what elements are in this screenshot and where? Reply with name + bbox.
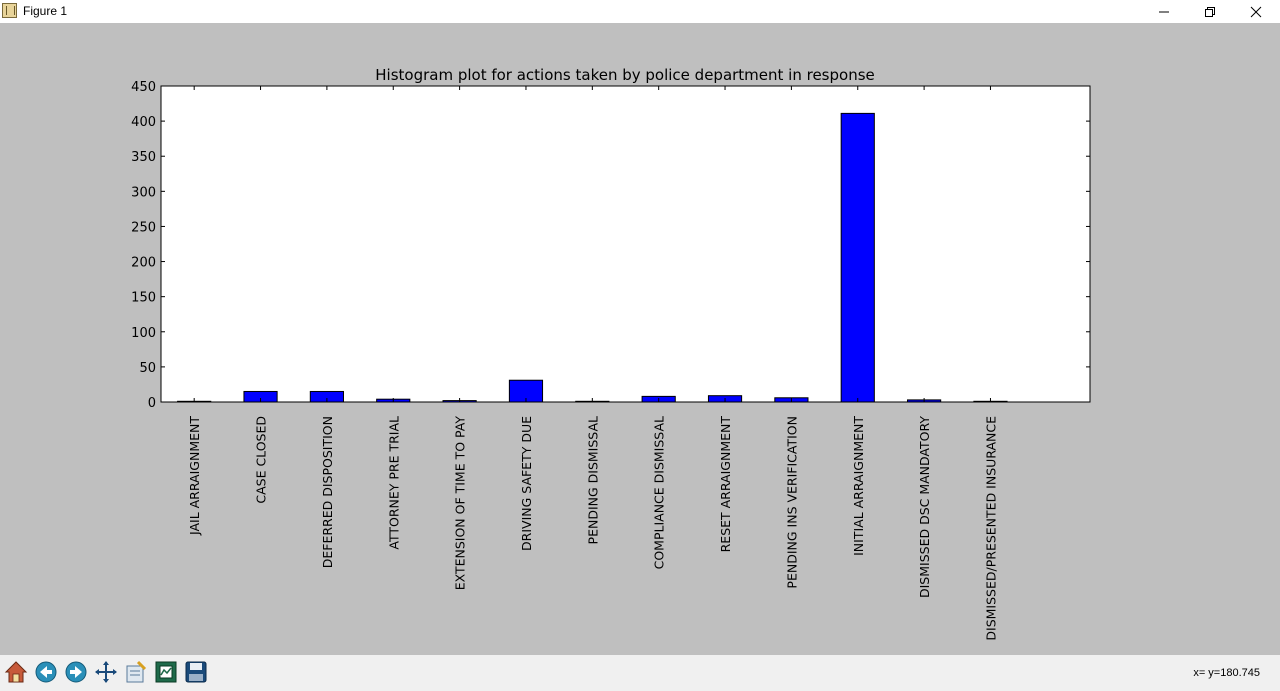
subplots-config-button[interactable] — [122, 658, 150, 686]
save-button[interactable] — [182, 658, 210, 686]
zoom-rect-icon — [155, 661, 177, 683]
y-tick-label: 450 — [131, 80, 156, 95]
x-tick-label: PENDING INS VERIFICATION — [784, 416, 799, 589]
y-tick-label: 100 — [131, 326, 156, 341]
x-tick-label: CASE CLOSED — [254, 416, 269, 504]
zoom-rect-button[interactable] — [152, 658, 180, 686]
window-titlebar: Figure 1 — [0, 0, 1280, 23]
y-tick-label: 150 — [131, 291, 156, 306]
y-tick-label: 0 — [148, 396, 156, 411]
restore-icon — [1205, 6, 1215, 17]
matplotlib-icon — [2, 3, 17, 18]
forward-arrow-icon — [65, 661, 87, 683]
back-arrow-icon — [35, 661, 57, 683]
y-tick-label: 250 — [131, 220, 156, 235]
axes-frame — [160, 85, 1091, 403]
home-icon — [4, 661, 28, 683]
y-tick-label: 400 — [131, 115, 156, 130]
x-tick-label: PENDING DISMISSAL — [585, 416, 600, 544]
minimize-icon — [1159, 11, 1169, 12]
x-tick-label: EXTENSION OF TIME TO PAY — [453, 416, 468, 591]
y-tick-label: 200 — [131, 256, 156, 271]
pan-button[interactable] — [92, 658, 120, 686]
x-tick-label: ATTORNEY PRE TRIAL — [386, 416, 401, 550]
x-tick-label: DRIVING SAFETY DUE — [519, 416, 534, 551]
window-title: Figure 1 — [23, 4, 68, 18]
y-tick-label: 350 — [131, 150, 156, 165]
x-tick-label: JAIL ARRAIGNMENT — [187, 416, 202, 536]
bar-10 — [840, 112, 875, 403]
x-tick-label: COMPLIANCE DISMISSAL — [652, 416, 667, 569]
y-tick-label: 300 — [131, 185, 156, 200]
navigation-toolbar: x= y=180.745 — [0, 655, 1280, 691]
x-tick-label: DISMISSED DSC MANDATORY — [917, 416, 932, 598]
chart-title: Histogram plot for actions taken by poli… — [375, 66, 875, 84]
save-icon — [185, 661, 207, 683]
cursor-coordinates: x= y=180.745 — [1193, 667, 1260, 679]
subplots-config-icon — [126, 660, 147, 683]
minimize-button[interactable] — [1141, 0, 1187, 23]
close-icon — [1250, 6, 1262, 17]
back-button[interactable] — [32, 658, 60, 686]
y-tick-label: 50 — [139, 361, 156, 376]
close-button[interactable] — [1233, 0, 1279, 23]
maximize-button[interactable] — [1187, 0, 1233, 23]
bar-chart: Histogram plot for actions taken by poli… — [131, 66, 1091, 641]
x-tick-label: INITIAL ARRAIGNMENT — [851, 416, 866, 556]
plot-area — [161, 86, 1090, 402]
x-tick-label: RESET ARRAIGNMENT — [718, 416, 733, 553]
x-tick-label: DEFERRED DISPOSITION — [320, 416, 335, 568]
figure-canvas[interactable]: Histogram plot for actions taken by poli… — [0, 23, 1280, 655]
forward-button[interactable] — [62, 658, 90, 686]
pan-icon — [95, 661, 117, 683]
x-tick-label: DISMISSED/PRESENTED INSURANCE — [983, 416, 998, 641]
home-button[interactable] — [2, 658, 30, 686]
